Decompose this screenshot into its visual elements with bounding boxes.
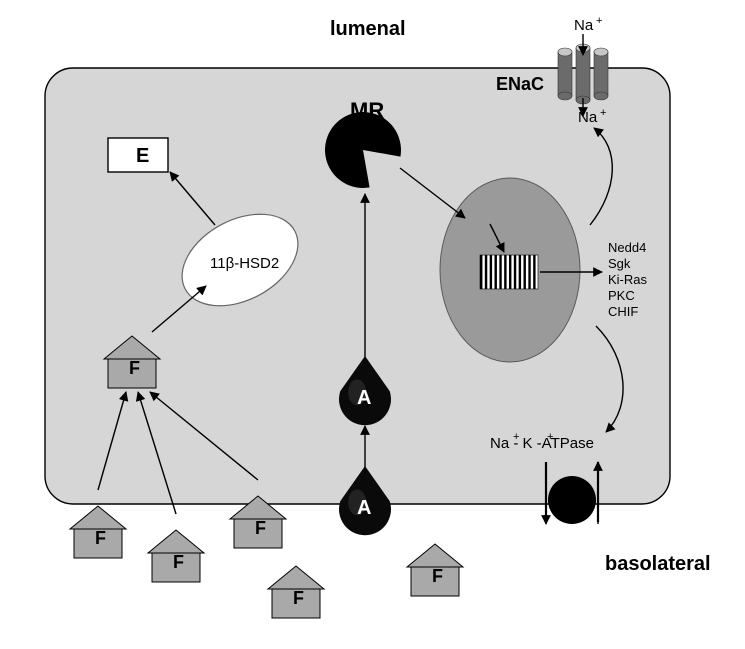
label-A_out: A: [357, 497, 371, 519]
enac-barrel-0: [558, 52, 572, 96]
label-basolateral: basolateral: [605, 553, 711, 575]
label-Na_top_sup: +: [596, 15, 602, 27]
label-F_in: F: [129, 358, 140, 378]
label-pump_sup1: +: [513, 431, 519, 443]
label-A_in: A: [357, 387, 371, 409]
label-ENaC: ENaC: [496, 74, 544, 94]
label-enzyme: 11β-HSD2: [210, 255, 279, 272]
label-pump: Na - K -ATPase: [490, 435, 594, 452]
label-F1: F: [95, 528, 106, 548]
label-Na_under: Na: [578, 109, 598, 126]
label-E: E: [136, 145, 149, 167]
label-F4: F: [293, 588, 304, 608]
label-F3: F: [255, 518, 266, 538]
label-genes_title_Nedd4: Nedd4: [608, 240, 646, 255]
label-lumenal: lumenal: [330, 18, 406, 40]
label-pump_sup2: +: [547, 431, 553, 443]
enac-cap-bot-2: [594, 92, 608, 100]
dna-stripe-block: [480, 255, 538, 289]
label-genes_title_PKC: PKC: [608, 288, 635, 303]
label-genes_title_KiRas: Ki-Ras: [608, 272, 648, 287]
na-k-atpase: [548, 476, 596, 524]
enac-cap-top-0: [558, 48, 572, 56]
label-Na_top: Na: [574, 17, 594, 34]
label-genes_title_CHIF: CHIF: [608, 304, 638, 319]
enac-cap-top-2: [594, 48, 608, 56]
label-genes_title_Sgk: Sgk: [608, 256, 631, 271]
enac-cap-bot-0: [558, 92, 572, 100]
label-MR: MR: [350, 98, 384, 123]
label-Na_under_sup: +: [600, 107, 606, 119]
label-F2: F: [173, 552, 184, 572]
enac-barrel-1: [576, 48, 590, 100]
enac-barrel-2: [594, 52, 608, 96]
label-F5: F: [432, 566, 443, 586]
